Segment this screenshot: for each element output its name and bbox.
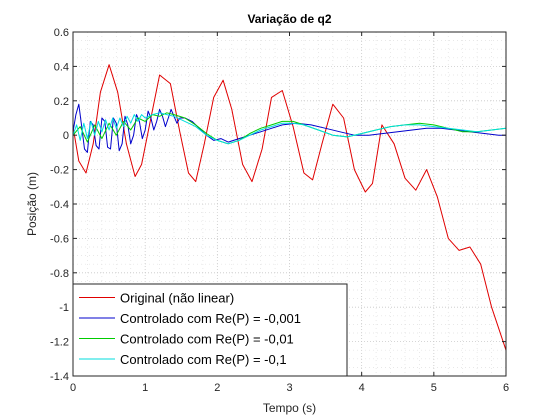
legend-label-4: Controlado com Re(P) = -0,1 xyxy=(120,352,287,367)
series-line-2 xyxy=(72,103,506,153)
series-line-1 xyxy=(72,64,507,351)
legend-label-2: Controlado com Re(P) = -0,001 xyxy=(120,311,301,326)
y-tick-label: -0.2 xyxy=(50,165,69,177)
x-tick-label: 2 xyxy=(214,382,220,394)
x-tick-labels: 0 1 2 3 4 5 6 xyxy=(70,382,509,394)
x-tick-label: 5 xyxy=(431,382,437,394)
y-tick-labels: 0.6 0.4 0.2 0 -0.2 -0.4 -0.6 -0.8 -1 -1.2 -1.4 xyxy=(50,27,69,383)
x-axis-label: Tempo (s) xyxy=(263,401,316,415)
x-tick-label: 0 xyxy=(70,382,76,394)
y-tick-label: -1 xyxy=(59,302,69,314)
x-tick-label: 3 xyxy=(286,382,292,394)
y-tick-label: 0.2 xyxy=(54,96,69,108)
y-tick-label: 0.6 xyxy=(54,27,69,39)
y-tick-label: -0.4 xyxy=(50,199,69,211)
y-tick-label: 0 xyxy=(63,130,69,142)
y-tick-label: -1.2 xyxy=(50,337,69,349)
x-tick-label: 4 xyxy=(359,382,365,394)
legend-box xyxy=(72,283,348,377)
x-tick-label: 6 xyxy=(503,382,509,394)
legend-label-3: Controlado com Re(P) = -0,01 xyxy=(120,332,294,347)
x-tick-label: 1 xyxy=(142,382,148,394)
series-line-4 xyxy=(72,112,507,145)
y-tick-label: 0.4 xyxy=(54,61,69,73)
y-axis-label: Posição (m) xyxy=(25,172,39,236)
tick-marks xyxy=(72,31,507,377)
legend: Original (não linear) Controlado com Re(P… xyxy=(72,283,348,377)
y-tick-label: -0.6 xyxy=(50,233,69,245)
chart-title: Variação de q2 xyxy=(247,12,331,26)
legend-label-1: Original (não linear) xyxy=(120,291,234,306)
series-lines xyxy=(72,64,507,351)
y-tick-label: -1.4 xyxy=(50,371,69,383)
y-tick-label: -0.8 xyxy=(50,268,69,280)
